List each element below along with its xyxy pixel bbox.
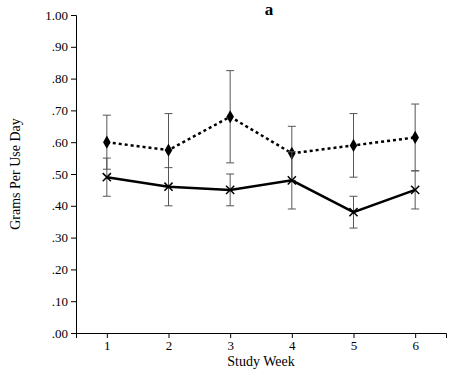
tick-label: 3 — [227, 338, 234, 353]
tick-label: 1.00 — [45, 8, 68, 23]
tick-label: 2 — [166, 338, 173, 353]
error-bar — [226, 71, 234, 163]
tick-mark — [71, 142, 76, 143]
tick-label: .00 — [52, 326, 68, 341]
marker — [411, 186, 419, 194]
series — [103, 152, 419, 228]
marker — [411, 131, 419, 144]
tick-mark — [71, 15, 76, 16]
tick: 6 — [412, 333, 419, 353]
tick-label: .50 — [52, 167, 68, 182]
tick-mark — [71, 269, 76, 270]
tick-mark — [71, 110, 76, 111]
tick: .40 — [52, 198, 76, 213]
title: a — [265, 0, 274, 19]
marker — [226, 186, 234, 194]
tick-mark — [71, 79, 76, 80]
marker — [165, 144, 173, 157]
error-bar — [350, 114, 358, 178]
tick-label: .10 — [52, 294, 68, 309]
tick-label: 1 — [104, 338, 111, 353]
tick-label: 6 — [412, 338, 419, 353]
tick-mark — [71, 301, 76, 302]
tick: .10 — [52, 294, 76, 309]
marker — [103, 173, 111, 181]
error-bar — [411, 104, 419, 171]
tick: 1.00 — [45, 8, 76, 23]
x-axis: 1 2 3 4 5 6 — [77, 333, 447, 353]
chart: .00 .10 .20 .30 .40 .50 .60 .70 .80 .90 1.00 1 2 3 4 5 6… — [0, 0, 460, 372]
tick: 5 — [351, 333, 358, 353]
tick-label: .60 — [52, 135, 68, 150]
tick-label: .70 — [52, 103, 68, 118]
tick-mark — [71, 238, 76, 239]
tick: .60 — [52, 135, 76, 150]
plot: .00 .10 .20 .30 .40 .50 .60 .70 .80 .90 1.00 1 2 3 4 5 6 — [45, 8, 446, 354]
marker — [164, 183, 172, 191]
tick-label: .80 — [52, 71, 68, 86]
tick-mark — [71, 333, 76, 334]
marks — [103, 71, 419, 228]
tick: .20 — [52, 262, 76, 277]
tick-label: 4 — [289, 338, 296, 353]
tick: .00 — [52, 326, 76, 341]
y-axis: .00 .10 .20 .30 .40 .50 .60 .70 .80 .90 1.00 — [45, 8, 76, 341]
axis-line — [71, 16, 77, 334]
marker — [288, 176, 296, 184]
line — [107, 117, 415, 154]
tick-mark — [71, 206, 76, 207]
tick: .30 — [52, 230, 76, 245]
tick: .70 — [52, 103, 76, 118]
tick-mark — [71, 174, 76, 175]
x-axis-title: Study Week — [227, 354, 294, 369]
error-bar-line — [226, 71, 234, 163]
error-bar-line — [350, 114, 358, 178]
axis-line — [77, 334, 447, 339]
marker — [350, 139, 358, 152]
marker — [226, 110, 234, 123]
line — [107, 177, 415, 212]
tick: 1 — [104, 333, 111, 353]
error-bar-line — [411, 104, 419, 171]
tick-label: .30 — [52, 230, 68, 245]
tick: .80 — [52, 71, 76, 86]
tick-label: .40 — [52, 198, 68, 213]
series — [103, 71, 419, 187]
tick: .90 — [52, 39, 76, 54]
y-axis-title: Grams Per Use Day — [8, 118, 23, 230]
tick-mark — [71, 47, 76, 48]
tick-label: .20 — [52, 262, 68, 277]
tick-label: .90 — [52, 39, 68, 54]
tick-label: 5 — [351, 338, 358, 353]
tick: 4 — [289, 333, 296, 353]
tick: 2 — [166, 333, 173, 353]
tick: .50 — [52, 167, 76, 182]
marker — [349, 208, 357, 216]
marker — [103, 136, 111, 149]
tick: 3 — [227, 333, 234, 353]
